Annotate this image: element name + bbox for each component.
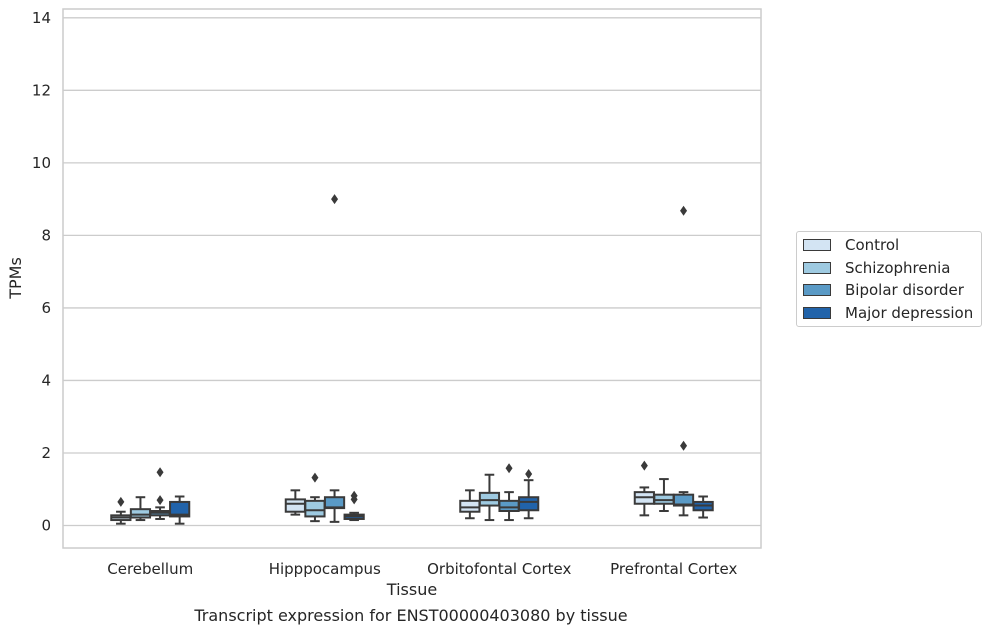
legend-label-control: Control xyxy=(845,236,900,254)
outlier-point xyxy=(156,467,164,478)
legend-item-control: Control xyxy=(803,235,899,255)
outlier-point xyxy=(117,496,125,507)
y-tick-label: 0 xyxy=(41,517,51,535)
box-control xyxy=(284,489,306,516)
box-iqr xyxy=(284,498,306,513)
legend-item-bipolar-disorder: Bipolar disorder xyxy=(803,280,964,300)
box-schizophrenia xyxy=(478,473,501,522)
box-control xyxy=(459,489,481,520)
y-tick-label: 4 xyxy=(41,371,51,389)
box-iqr xyxy=(169,500,191,518)
box-control xyxy=(633,460,655,517)
legend-label-schizophrenia: Schizophrenia xyxy=(845,259,951,277)
box-schizophrenia xyxy=(653,478,675,512)
legend-label-major-depression: Major depression xyxy=(845,304,974,322)
box-bipolar-disorder xyxy=(149,467,171,520)
outlier-point xyxy=(680,205,688,216)
plot-frame xyxy=(62,8,762,549)
legend-item-schizophrenia: Schizophrenia xyxy=(803,258,950,278)
y-tick-labels: 0 2 4 6 8 10 12 14 xyxy=(32,9,51,535)
box-iqr xyxy=(304,499,326,518)
legend-swatch-schizophrenia xyxy=(803,262,831,274)
grid-layer xyxy=(63,17,761,527)
x-tick-label: Prefrontal Cortex xyxy=(610,560,737,578)
legend-swatch-bipolar-disorder xyxy=(803,284,831,296)
legend: Control Schizophrenia Bipolar disorder M… xyxy=(796,231,982,327)
box-bipolar-disorder xyxy=(498,463,520,522)
legend-item-major-depression: Major depression xyxy=(803,303,973,323)
box-iqr xyxy=(459,499,481,513)
legend-swatch-major-depression xyxy=(803,307,831,319)
box-bipolar-disorder xyxy=(672,205,695,517)
box-major-depression xyxy=(343,490,365,522)
y-tick-label: 12 xyxy=(32,81,51,99)
box-iqr xyxy=(129,508,152,519)
y-axis-label: TPMs xyxy=(6,257,25,300)
chart-title: Transcript expression for ENST0000040308… xyxy=(194,606,628,625)
y-tick-label: 10 xyxy=(32,154,51,172)
y-tick-label: 14 xyxy=(32,9,51,27)
box-schizophrenia xyxy=(304,472,326,523)
outlier-point xyxy=(331,194,339,205)
box-iqr xyxy=(672,493,695,507)
box-iqr xyxy=(518,496,540,512)
y-tick-label: 8 xyxy=(41,226,51,244)
x-tick-label: Orbitofontal Cortex xyxy=(427,560,571,578)
box-major-depression xyxy=(692,495,714,519)
x-axis-label: Tissue xyxy=(386,580,437,599)
box-schizophrenia xyxy=(129,496,152,522)
x-tick-label: Cerebellum xyxy=(107,560,193,578)
outlier-point xyxy=(640,460,648,471)
outlier-point xyxy=(505,463,513,474)
legend-swatch-control xyxy=(803,239,831,251)
box-major-depression xyxy=(169,495,191,525)
outlier-point xyxy=(156,495,164,506)
x-tick-label: Hipppocampus xyxy=(269,560,381,578)
box-iqr xyxy=(498,499,520,512)
outlier-point xyxy=(350,490,358,501)
box-control xyxy=(110,496,132,525)
box-bipolar-disorder xyxy=(323,194,346,523)
outlier-point xyxy=(311,472,319,483)
y-tick-label: 6 xyxy=(41,299,51,317)
outlier-point xyxy=(525,469,533,480)
box-major-depression xyxy=(518,469,540,520)
y-tick-label: 2 xyxy=(41,444,51,462)
legend-label-bipolar-disorder: Bipolar disorder xyxy=(845,281,964,299)
outlier-point xyxy=(680,440,688,451)
x-tick-labels: Cerebellum Hipppocampus Orbitofontal Corte… xyxy=(107,560,737,578)
box-layer xyxy=(110,194,714,525)
